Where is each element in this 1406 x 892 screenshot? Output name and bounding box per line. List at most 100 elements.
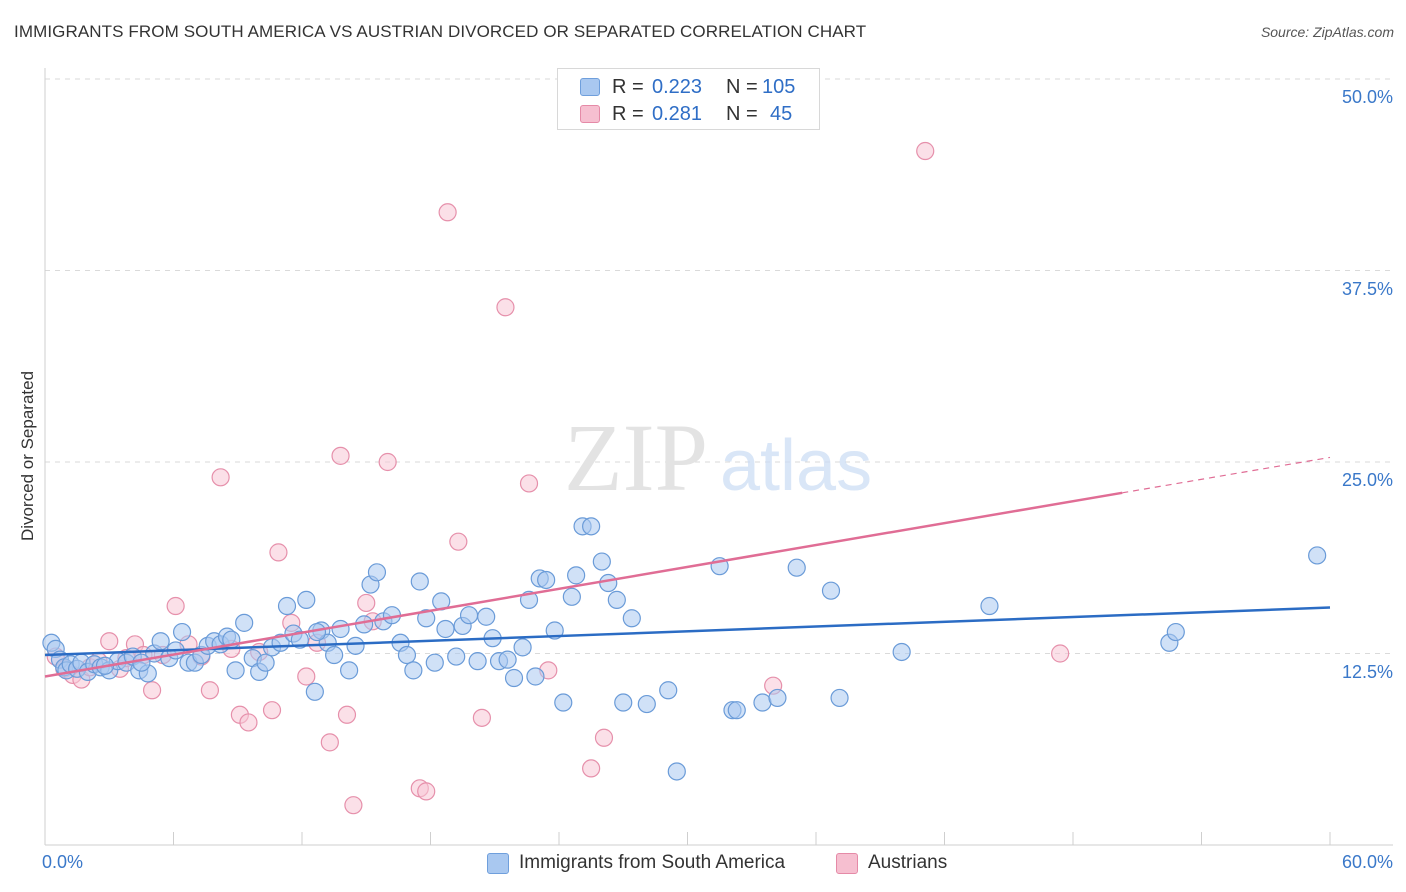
bottom-legend-label: Immigrants from South America <box>519 852 786 873</box>
south-america-point <box>545 621 564 640</box>
south-america-point <box>367 563 387 582</box>
south-america-point <box>892 642 911 662</box>
watermark: ZIP atlas <box>564 404 872 511</box>
austrians-point <box>496 298 515 317</box>
legend-row-south-america: R = 0.223 N = 105 <box>580 76 795 100</box>
south-america-point <box>404 661 423 680</box>
watermark-atlas: atlas <box>720 426 872 506</box>
legend-r-label: R = <box>612 103 650 125</box>
south-america-point <box>256 653 275 672</box>
south-america-point <box>582 517 601 536</box>
south-america-point <box>599 573 618 593</box>
south-america-point <box>567 566 586 585</box>
legend-n-value: 105 <box>762 76 796 98</box>
south-america-point <box>830 688 849 708</box>
legend-n-label: N = <box>726 103 764 125</box>
austrians-point <box>142 681 162 700</box>
south-america-point <box>436 619 455 639</box>
bottom-legend-swatch-blue <box>487 853 509 874</box>
south-america-point <box>526 667 545 686</box>
austrians-trend-line <box>44 491 1123 678</box>
correlation-legend: R = 0.223 N = 105 R = 0.281 N = 45 <box>557 68 820 130</box>
south-america-point <box>504 668 524 688</box>
south-america-point <box>410 572 429 591</box>
bottom-legend-label: Austrians <box>868 852 948 873</box>
south-america-point <box>151 632 170 651</box>
austrians-point <box>438 203 457 222</box>
austrians-point <box>378 452 397 472</box>
south-america-point <box>753 693 772 712</box>
bottom-legend-swatch-pink <box>836 853 858 874</box>
y-tick-label: 50.0% <box>1341 87 1393 107</box>
austrians-point <box>472 708 491 727</box>
austrians-point <box>297 667 316 686</box>
south-america-point <box>768 688 787 708</box>
austrians-point <box>519 474 539 493</box>
south-america-point <box>498 650 517 669</box>
x-tick-label: 0.0% <box>42 852 84 872</box>
south-america-point <box>1166 622 1185 642</box>
trend-lines <box>44 456 1331 678</box>
legend-n-value: 45 <box>770 103 793 125</box>
south-america-point <box>727 701 746 720</box>
south-america-point <box>980 596 999 616</box>
austrians-point <box>344 796 363 815</box>
legend-row-austrians: R = 0.281 N = 45 <box>580 103 792 127</box>
austrians-point <box>262 701 282 720</box>
south-america-point <box>468 652 487 671</box>
south-america-point <box>305 682 324 701</box>
legend-swatch-blue <box>580 78 600 96</box>
south-america-point <box>331 619 350 639</box>
south-america-point <box>172 622 192 642</box>
south-america-point <box>459 606 479 625</box>
south-america-point <box>622 609 641 628</box>
south-america-point <box>397 645 417 665</box>
y-tick-label: 12.5% <box>1341 661 1393 682</box>
south-america-point <box>667 762 686 781</box>
austrians-point <box>100 632 119 651</box>
south-america-point <box>614 693 633 712</box>
chart-title: IMMIGRANTS FROM SOUTH AMERICA VS AUSTRIA… <box>14 22 867 41</box>
chart-source: Source: ZipAtlas.com <box>1260 24 1394 40</box>
axes <box>44 68 1393 846</box>
legend-n-label: N = <box>726 76 764 98</box>
legend-r-value: 0.281 <box>652 103 703 125</box>
south-america-point <box>537 570 556 590</box>
south-america-point <box>290 630 309 649</box>
austrians-point <box>916 141 935 161</box>
south-america-point <box>425 653 444 672</box>
legend-r-value: 0.223 <box>652 76 703 98</box>
south-america-point <box>607 590 626 609</box>
austrians-point <box>449 532 468 551</box>
south-america-point <box>355 615 374 634</box>
south-america-point <box>277 596 297 616</box>
austrians-point <box>211 468 230 487</box>
austrians-point <box>1051 644 1070 663</box>
x-tick-label: 60.0% <box>1341 852 1393 872</box>
legend-swatch-pink <box>580 105 600 123</box>
south-america-point <box>787 558 806 577</box>
austrians-point <box>166 596 185 616</box>
austrians-trend-extension <box>1122 456 1331 494</box>
south-america-point <box>513 638 532 657</box>
south-america-point <box>340 661 359 680</box>
south-america-point <box>659 681 678 700</box>
south-america-point <box>1308 546 1327 565</box>
austrians-point <box>337 705 357 724</box>
austrians-point <box>594 728 614 747</box>
south-america-point <box>235 613 254 632</box>
austrians-point <box>331 446 350 465</box>
austrians-point <box>200 681 220 700</box>
south-america-point <box>447 647 466 666</box>
south-america-point <box>346 636 365 655</box>
south-america-point <box>562 587 581 606</box>
south-america-point <box>297 590 316 609</box>
south-america-point <box>637 694 656 714</box>
austrians-point <box>269 543 288 562</box>
austrians-point <box>417 782 436 801</box>
y-tick-label: 25.0% <box>1341 470 1393 490</box>
watermark-zip: ZIP <box>564 404 708 511</box>
south-america-point <box>477 607 496 626</box>
south-america-point <box>592 552 611 571</box>
